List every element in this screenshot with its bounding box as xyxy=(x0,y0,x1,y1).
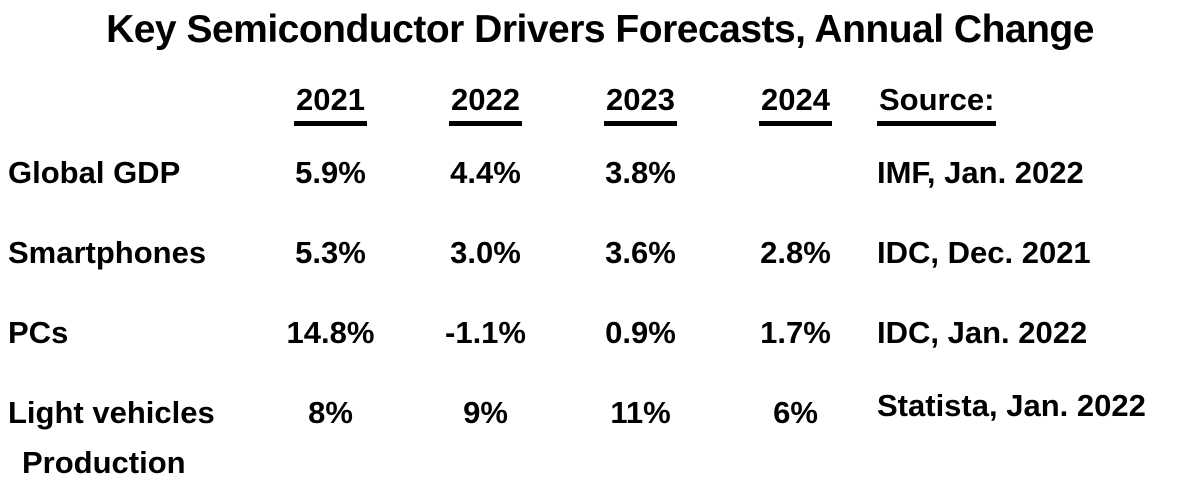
cell-smartphones-2023: 3.6% xyxy=(605,235,676,270)
cell-global-gdp-2023: 3.8% xyxy=(605,155,676,190)
column-header-2022: 2022 xyxy=(408,79,563,126)
row-label-global-gdp: Global GDP xyxy=(8,155,181,190)
row-label-light-vehicles: Light vehicles Production xyxy=(0,394,253,481)
column-header-source-label: Source: xyxy=(877,81,997,126)
cell-global-gdp-2021: 5.9% xyxy=(295,155,366,190)
source-global-gdp: IMF, Jan. 2022 xyxy=(877,155,1084,190)
column-header-2021: 2021 xyxy=(253,79,408,126)
column-header-2024-label: 2024 xyxy=(759,81,832,126)
row-label-pcs: PCs xyxy=(8,315,69,350)
source-smartphones: IDC, Dec. 2021 xyxy=(877,235,1091,270)
cell-light-vehicles-2023: 11% xyxy=(610,395,671,430)
cell-smartphones-2022: 3.0% xyxy=(450,235,521,270)
column-header-2022-label: 2022 xyxy=(449,81,522,126)
column-header-2023-label: 2023 xyxy=(604,81,677,126)
cell-smartphones-2024: 2.8% xyxy=(760,235,831,270)
cell-global-gdp-2022: 4.4% xyxy=(450,155,521,190)
header-spacer xyxy=(0,79,253,81)
cell-smartphones-2021: 5.3% xyxy=(295,235,366,270)
source-light-vehicles: Statista, Jan. 2022 xyxy=(877,388,1146,423)
source-pcs: IDC, Jan. 2022 xyxy=(877,315,1088,350)
row-label-light-vehicles-line2: Production xyxy=(22,445,186,480)
row-label-smartphones: Smartphones xyxy=(8,235,207,270)
page-title: Key Semiconductor Drivers Forecasts, Ann… xyxy=(106,8,1094,51)
cell-light-vehicles-2024: 6% xyxy=(773,395,818,430)
column-header-source: Source: xyxy=(873,79,1200,126)
row-label-light-vehicles-line1: Light vehicles xyxy=(8,395,215,430)
cell-pcs-2024: 1.7% xyxy=(760,315,831,350)
cell-light-vehicles-2021: 8% xyxy=(308,395,353,430)
column-header-2023: 2023 xyxy=(563,79,718,126)
column-header-2024: 2024 xyxy=(718,79,873,126)
cell-pcs-2022: -1.1% xyxy=(445,315,526,350)
forecast-table: 2021 2022 2023 2024 Source: Global GDP 5… xyxy=(0,79,1200,489)
cell-pcs-2021: 14.8% xyxy=(286,315,375,350)
cell-light-vehicles-2022: 9% xyxy=(463,395,508,430)
column-header-2021-label: 2021 xyxy=(294,81,367,126)
cell-pcs-2023: 0.9% xyxy=(605,315,676,350)
